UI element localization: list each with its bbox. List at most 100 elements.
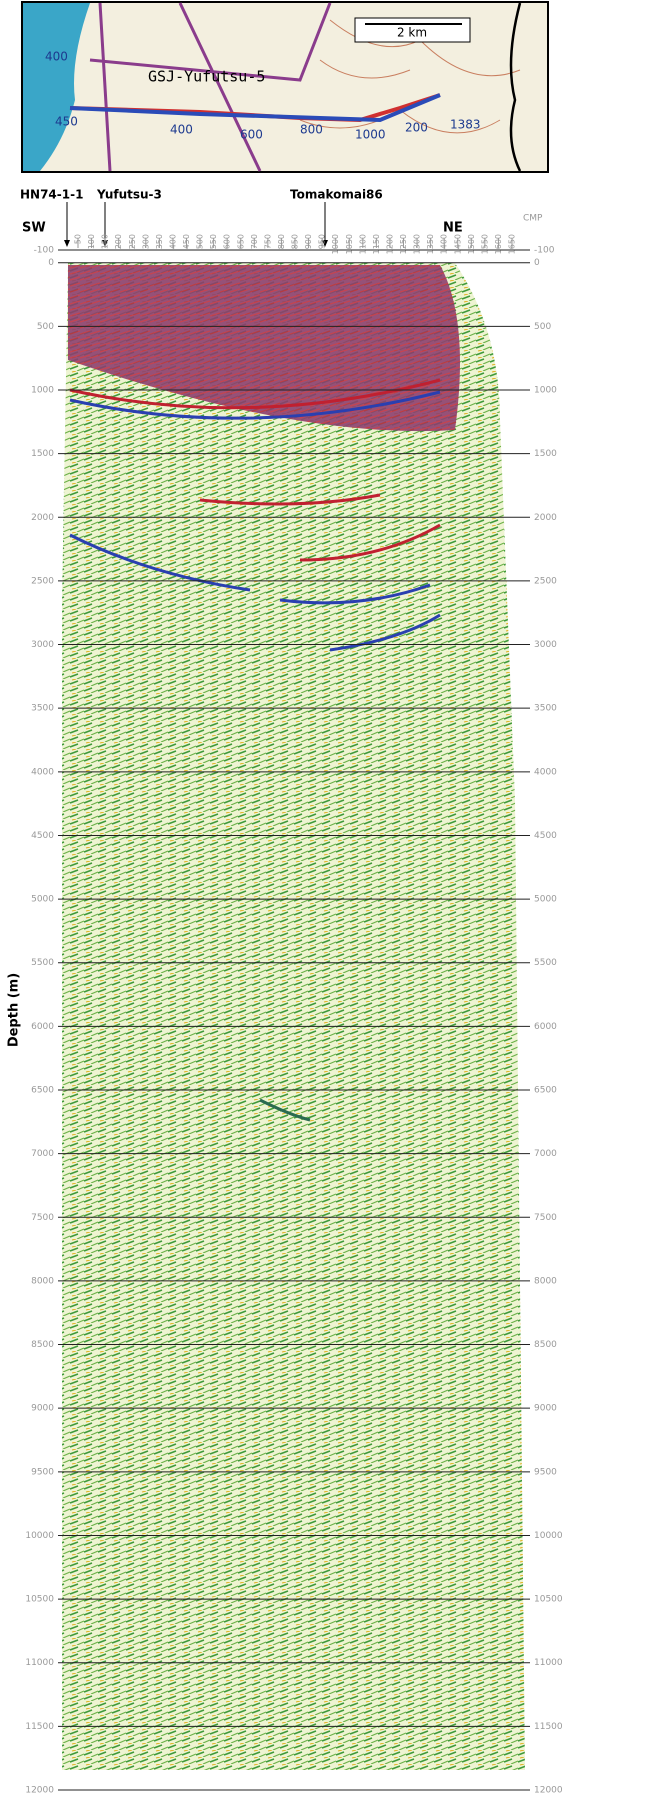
- depth-tick-label: 7500: [31, 1213, 54, 1223]
- depth-tick-label-right: 5500: [534, 958, 557, 968]
- cmp-tick-label: 1150: [372, 234, 381, 254]
- depth-tick-label-right: 10000: [534, 1531, 563, 1541]
- depth-tick-label-right: 8000: [534, 1276, 557, 1286]
- cmp-tick-label: 700: [250, 234, 259, 249]
- depth-tick-label: 9500: [31, 1467, 54, 1477]
- line-name: GSJ-Yufutsu-5: [148, 68, 265, 86]
- map-label: 600: [240, 128, 263, 142]
- depth-tick-label-right: 9000: [534, 1404, 557, 1414]
- cmp-tick-label: 1300: [413, 234, 422, 254]
- depth-tick-label-right: 9500: [534, 1467, 557, 1477]
- cmp-tick-label: 900: [304, 234, 313, 249]
- depth-tick-label: 0: [48, 258, 54, 268]
- well-arrowhead: [64, 240, 70, 247]
- depth-tick-label-right: 4000: [534, 767, 557, 777]
- scale-box: [354, 17, 471, 43]
- cmp-tick-label: 300: [141, 234, 150, 249]
- depth-tick-label-right: 7500: [534, 1213, 557, 1223]
- cmp-tick-label: 1350: [426, 234, 435, 254]
- cmp-tick-label: 1250: [399, 234, 408, 254]
- depth-tick-label-right: 1500: [534, 449, 557, 459]
- depth-tick-label-right: 8500: [534, 1340, 557, 1350]
- depth-tick-label: 3500: [31, 704, 54, 714]
- side-label: SW: [22, 221, 46, 236]
- map-label: 450: [55, 115, 78, 129]
- cmp-tick-label: 400: [168, 234, 177, 249]
- depth-tick-label: 1500: [31, 449, 54, 459]
- y-axis-label: Depth (m): [7, 973, 22, 1047]
- depth-tick-label: 6500: [31, 1086, 54, 1096]
- cmp-tick-label: 1100: [358, 234, 367, 254]
- cmp-tick-label: 1400: [440, 234, 449, 254]
- depth-tick-label: 11000: [25, 1658, 54, 1668]
- map-label: 200: [405, 121, 428, 135]
- depth-tick-label-right: 3500: [534, 704, 557, 714]
- depth-tick-label: 1000: [31, 386, 54, 396]
- depth-tick-label-right: 4500: [534, 831, 557, 841]
- depth-tick-label: 8500: [31, 1340, 54, 1350]
- cmp-tick-label: 1000: [331, 234, 340, 254]
- depth-tick-label: 10500: [25, 1595, 54, 1605]
- depth-tick-label-right: 11500: [534, 1722, 563, 1732]
- depth-tick-label: 9000: [31, 1404, 54, 1414]
- depth-tick-label: 8000: [31, 1276, 54, 1286]
- depth-tick-label-right: 5000: [534, 895, 557, 905]
- depth-tick-label-right: 11000: [534, 1658, 563, 1668]
- depth-tick-label-right: 1000: [534, 386, 557, 396]
- cmp-tick-label: 450: [182, 234, 191, 249]
- cmp-tick-label: 350: [155, 234, 164, 249]
- well-label: Tomakomai86: [290, 188, 383, 202]
- depth-tick-label: -100: [34, 246, 55, 256]
- depth-tick-label-right: 6500: [534, 1086, 557, 1096]
- cmp-tick-label: 1550: [480, 234, 489, 254]
- depth-tick-label-right: -100: [534, 246, 555, 256]
- map: 2 km GSJ-Yufutsu-5: [21, 1, 549, 173]
- cmp-tick-label: 950: [318, 234, 327, 249]
- cmp-tick-label: 750: [263, 234, 272, 249]
- depth-tick-label: 12000: [25, 1786, 54, 1796]
- well-label: Yufutsu-3: [96, 188, 162, 202]
- depth-tick-label: 2500: [31, 576, 54, 586]
- depth-tick-label: 5000: [31, 895, 54, 905]
- depth-tick-label: 10000: [25, 1531, 54, 1541]
- cmp-tick-label: 250: [128, 234, 137, 249]
- cmp-tick-label: 1650: [508, 234, 517, 254]
- map-label: 1000: [355, 128, 386, 142]
- cmp-label: CMP: [523, 214, 543, 224]
- map-label: 1383: [450, 118, 481, 132]
- cmp-tick-label: 150: [101, 234, 110, 249]
- well-arrowhead: [322, 240, 328, 247]
- map-label: 400: [170, 123, 193, 137]
- cmp-tick-label: 500: [196, 234, 205, 249]
- cmp-tick-label: 650: [236, 234, 245, 249]
- depth-tick-label: 7000: [31, 1149, 54, 1159]
- cmp-tick-label: 1450: [453, 234, 462, 254]
- cmp-tick-label: 200: [114, 234, 123, 249]
- well-label: HN74-1-1: [20, 188, 83, 202]
- cmp-tick-label: 1600: [494, 234, 503, 254]
- depth-tick-label: 5500: [31, 958, 54, 968]
- depth-tick-label-right: 12000: [534, 1786, 563, 1796]
- depth-tick-label: 4500: [31, 831, 54, 841]
- cmp-tick-label: 100: [87, 234, 96, 249]
- cmp-tick-label: 850: [291, 234, 300, 249]
- depth-tick-label-right: 7000: [534, 1149, 557, 1159]
- scale-label: 2 km: [397, 26, 427, 40]
- depth-tick-label: 2000: [31, 513, 54, 523]
- reflectors: [69, 378, 441, 1122]
- coastline: [509, 2, 522, 172]
- cmp-tick-label: 1500: [467, 234, 476, 254]
- depth-tick-label: 6000: [31, 1022, 54, 1032]
- seismic-section: [62, 263, 525, 1770]
- depth-tick-label-right: 3000: [534, 640, 557, 650]
- sea: [23, 3, 90, 171]
- depth-tick-label-right: 500: [534, 322, 551, 332]
- cmp-tick-label: 600: [223, 234, 232, 249]
- depth-tick-label-right: 2000: [534, 513, 557, 523]
- depth-tick-label: 500: [37, 322, 54, 332]
- depth-tick-label-right: 0: [534, 258, 540, 268]
- map-label: 800: [300, 123, 323, 137]
- depth-tick-label: 4000: [31, 767, 54, 777]
- cmp-tick-label: 1050: [345, 234, 354, 254]
